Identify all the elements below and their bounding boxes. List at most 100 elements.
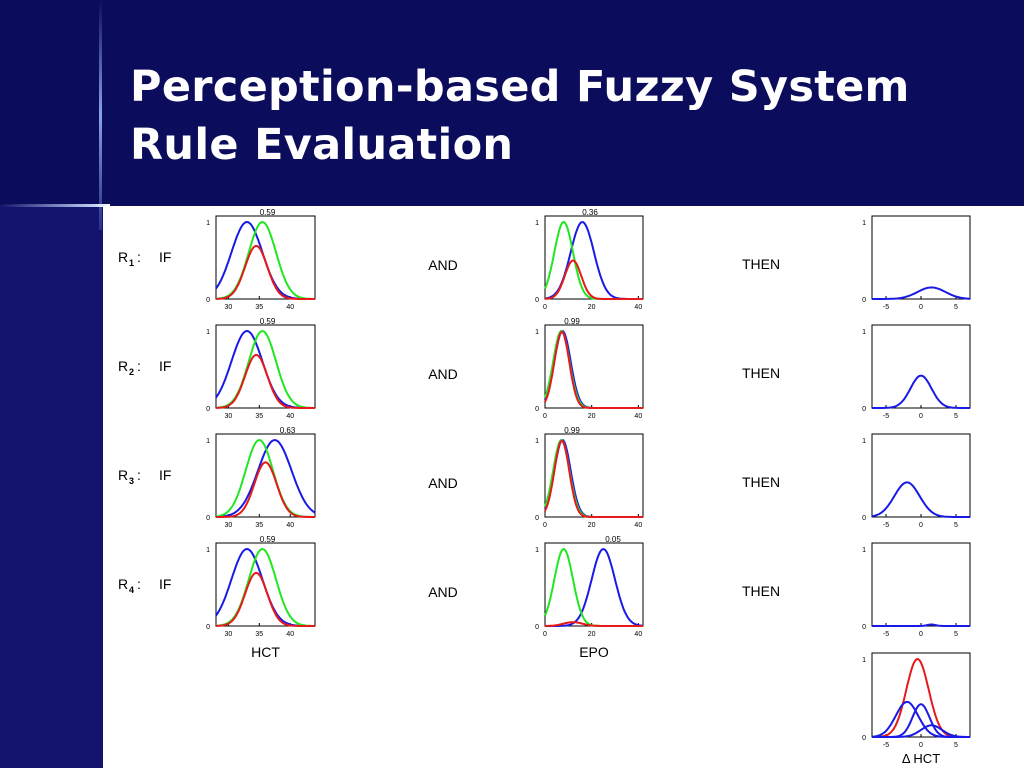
- epo-value-label-1: 0.36: [582, 208, 598, 217]
- rule-subscript-4: 4: [129, 585, 134, 595]
- title-line-2: Rule Evaluation: [130, 120, 514, 170]
- output-curve-4-0: [872, 623, 970, 627]
- epo-plot-4-ytick-1: 1: [535, 547, 539, 554]
- epo-red-curve-1: [544, 259, 643, 300]
- hct-plot-4-xtick-label-0: 30: [224, 631, 232, 638]
- rule-letter-3: R: [118, 467, 128, 483]
- aggregate-plot-ytick-1: 1: [862, 657, 866, 664]
- output-plot-4-xtick-label-0: -5: [883, 631, 889, 638]
- hct-plot-2-frame: [215, 324, 316, 409]
- rule-if-1: IF: [159, 249, 171, 265]
- hct-axis-label: HCT: [251, 644, 280, 660]
- epo-plot-3-xtick-label-1: 20: [588, 522, 596, 529]
- rule-subscript-1: 1: [129, 258, 134, 268]
- output-plot-3-xtick-label-2: 5: [954, 522, 958, 529]
- hct-plot-4-ytick-0: 0: [206, 624, 210, 631]
- epo-green-curve-4: [544, 547, 643, 627]
- output-plot-1-ytick-0: 0: [862, 297, 866, 304]
- epo-blue-curve-2: [544, 329, 643, 409]
- output-plot-4-ytick-0: 0: [862, 624, 866, 631]
- output-plot-1-xtick-label-0: -5: [883, 304, 889, 311]
- hct-value-label-1: 0.59: [260, 208, 276, 217]
- hct-plot-3-xtick-label-2: 40: [286, 522, 294, 529]
- hct-plot-4-xtick-label-1: 35: [255, 631, 263, 638]
- hct-plot-3-xtick-label-0: 30: [224, 522, 232, 529]
- output-plot-4-frame: [871, 542, 971, 627]
- epo-blue-curve-4: [545, 548, 644, 627]
- output-plot-3-xtick-label-1: 0: [919, 522, 923, 529]
- epo-plot-2-xtick-label-2: 40: [634, 413, 642, 420]
- hct-plot-3-ytick-1: 1: [206, 438, 210, 445]
- rule-if-3: IF: [159, 467, 171, 483]
- aggregate-plot-xtick-label-1: 0: [919, 742, 923, 749]
- vertical-accent-line: [99, 0, 102, 230]
- hct-red-curve-4: [216, 572, 315, 627]
- epo-plot-2-ytick-0: 0: [535, 406, 539, 413]
- hct-plot-2-xtick-label-1: 35: [255, 413, 263, 420]
- epo-plot-1-xtick-label-0: 0: [543, 304, 547, 311]
- title-background: [0, 0, 1024, 205]
- hct-plot-1-frame: [215, 215, 316, 300]
- output-plot-3-ytick-1: 1: [862, 438, 866, 445]
- epo-red-curve-3: [544, 439, 643, 518]
- rule-colon-3: :: [137, 467, 141, 483]
- epo-plot-2-ytick-1: 1: [535, 329, 539, 336]
- output-plot-4-ytick-1: 1: [862, 547, 866, 554]
- hct-plot-3-frame: [215, 433, 316, 518]
- epo-plot-4-xtick-label-2: 40: [634, 631, 642, 638]
- then-label-3: THEN: [742, 474, 780, 490]
- horizontal-accent-line: [0, 204, 110, 207]
- epo-plot-3-xtick-label-0: 0: [543, 522, 547, 529]
- hct-plot-4-xtick-label-2: 40: [286, 631, 294, 638]
- hct-plot-4-frame: [215, 542, 316, 627]
- epo-plot-1-ytick-1: 1: [535, 220, 539, 227]
- rule-letter-1: R: [118, 249, 128, 265]
- then-label-2: THEN: [742, 365, 780, 381]
- hct-plot-3-xtick-label-1: 35: [255, 522, 263, 529]
- output-plot-2-ytick-0: 0: [862, 406, 866, 413]
- and-label-2: AND: [428, 366, 458, 382]
- epo-value-label-3: 0.99: [564, 426, 580, 435]
- aggregate-plot-ytick-0: 0: [862, 735, 866, 742]
- epo-red-curve-2: [544, 330, 643, 409]
- epo-red-curve-4: [544, 621, 643, 627]
- then-label-1: THEN: [742, 256, 780, 272]
- title-line-1: Perception-based Fuzzy System: [130, 62, 910, 112]
- epo-plot-3-xtick-label-2: 40: [634, 522, 642, 529]
- output-plot-4-xtick-label-2: 5: [954, 631, 958, 638]
- and-label-4: AND: [428, 584, 458, 600]
- hct-plot-2-xtick-label-2: 40: [286, 413, 294, 420]
- rule-if-2: IF: [159, 358, 171, 374]
- left-accent-bar: [0, 205, 103, 768]
- output-plot-2-xtick-label-2: 5: [954, 413, 958, 420]
- and-label-1: AND: [428, 257, 458, 273]
- rule-colon-2: :: [137, 358, 141, 374]
- hct-plot-1-xtick-label-1: 35: [255, 304, 263, 311]
- hct-red-curve-1: [216, 245, 315, 300]
- epo-plot-1-xtick-label-2: 40: [634, 304, 642, 311]
- output-plot-2-xtick-label-0: -5: [883, 413, 889, 420]
- output-plot-1-xtick-label-1: 0: [919, 304, 923, 311]
- epo-green-curve-3: [544, 438, 643, 518]
- epo-green-curve-2: [544, 329, 643, 409]
- hct-plot-2-ytick-0: 0: [206, 406, 210, 413]
- hct-plot-4-ytick-1: 1: [206, 547, 210, 554]
- epo-plot-4-ytick-0: 0: [535, 624, 539, 631]
- rule-colon-1: :: [137, 249, 141, 265]
- hct-plot-2-xtick-label-0: 30: [224, 413, 232, 420]
- epo-plot-3-ytick-1: 1: [535, 438, 539, 445]
- delta-hct-axis-label: Δ HCT: [902, 751, 940, 766]
- output-plot-2-frame: [871, 324, 971, 409]
- rule-colon-4: :: [137, 576, 141, 592]
- output-plot-2-ytick-1: 1: [862, 329, 866, 336]
- epo-value-label-4: 0.05: [605, 535, 621, 544]
- hct-plot-2-ytick-1: 1: [206, 329, 210, 336]
- rule-subscript-2: 2: [129, 367, 134, 377]
- output-plot-2-xtick-label-1: 0: [919, 413, 923, 420]
- epo-plot-1-xtick-label-1: 20: [588, 304, 596, 311]
- hct-red-curve-3: [216, 461, 315, 518]
- output-plot-4-xtick-label-1: 0: [919, 631, 923, 638]
- epo-value-label-2: 0.99: [564, 317, 580, 326]
- hct-plot-1-xtick-label-0: 30: [224, 304, 232, 311]
